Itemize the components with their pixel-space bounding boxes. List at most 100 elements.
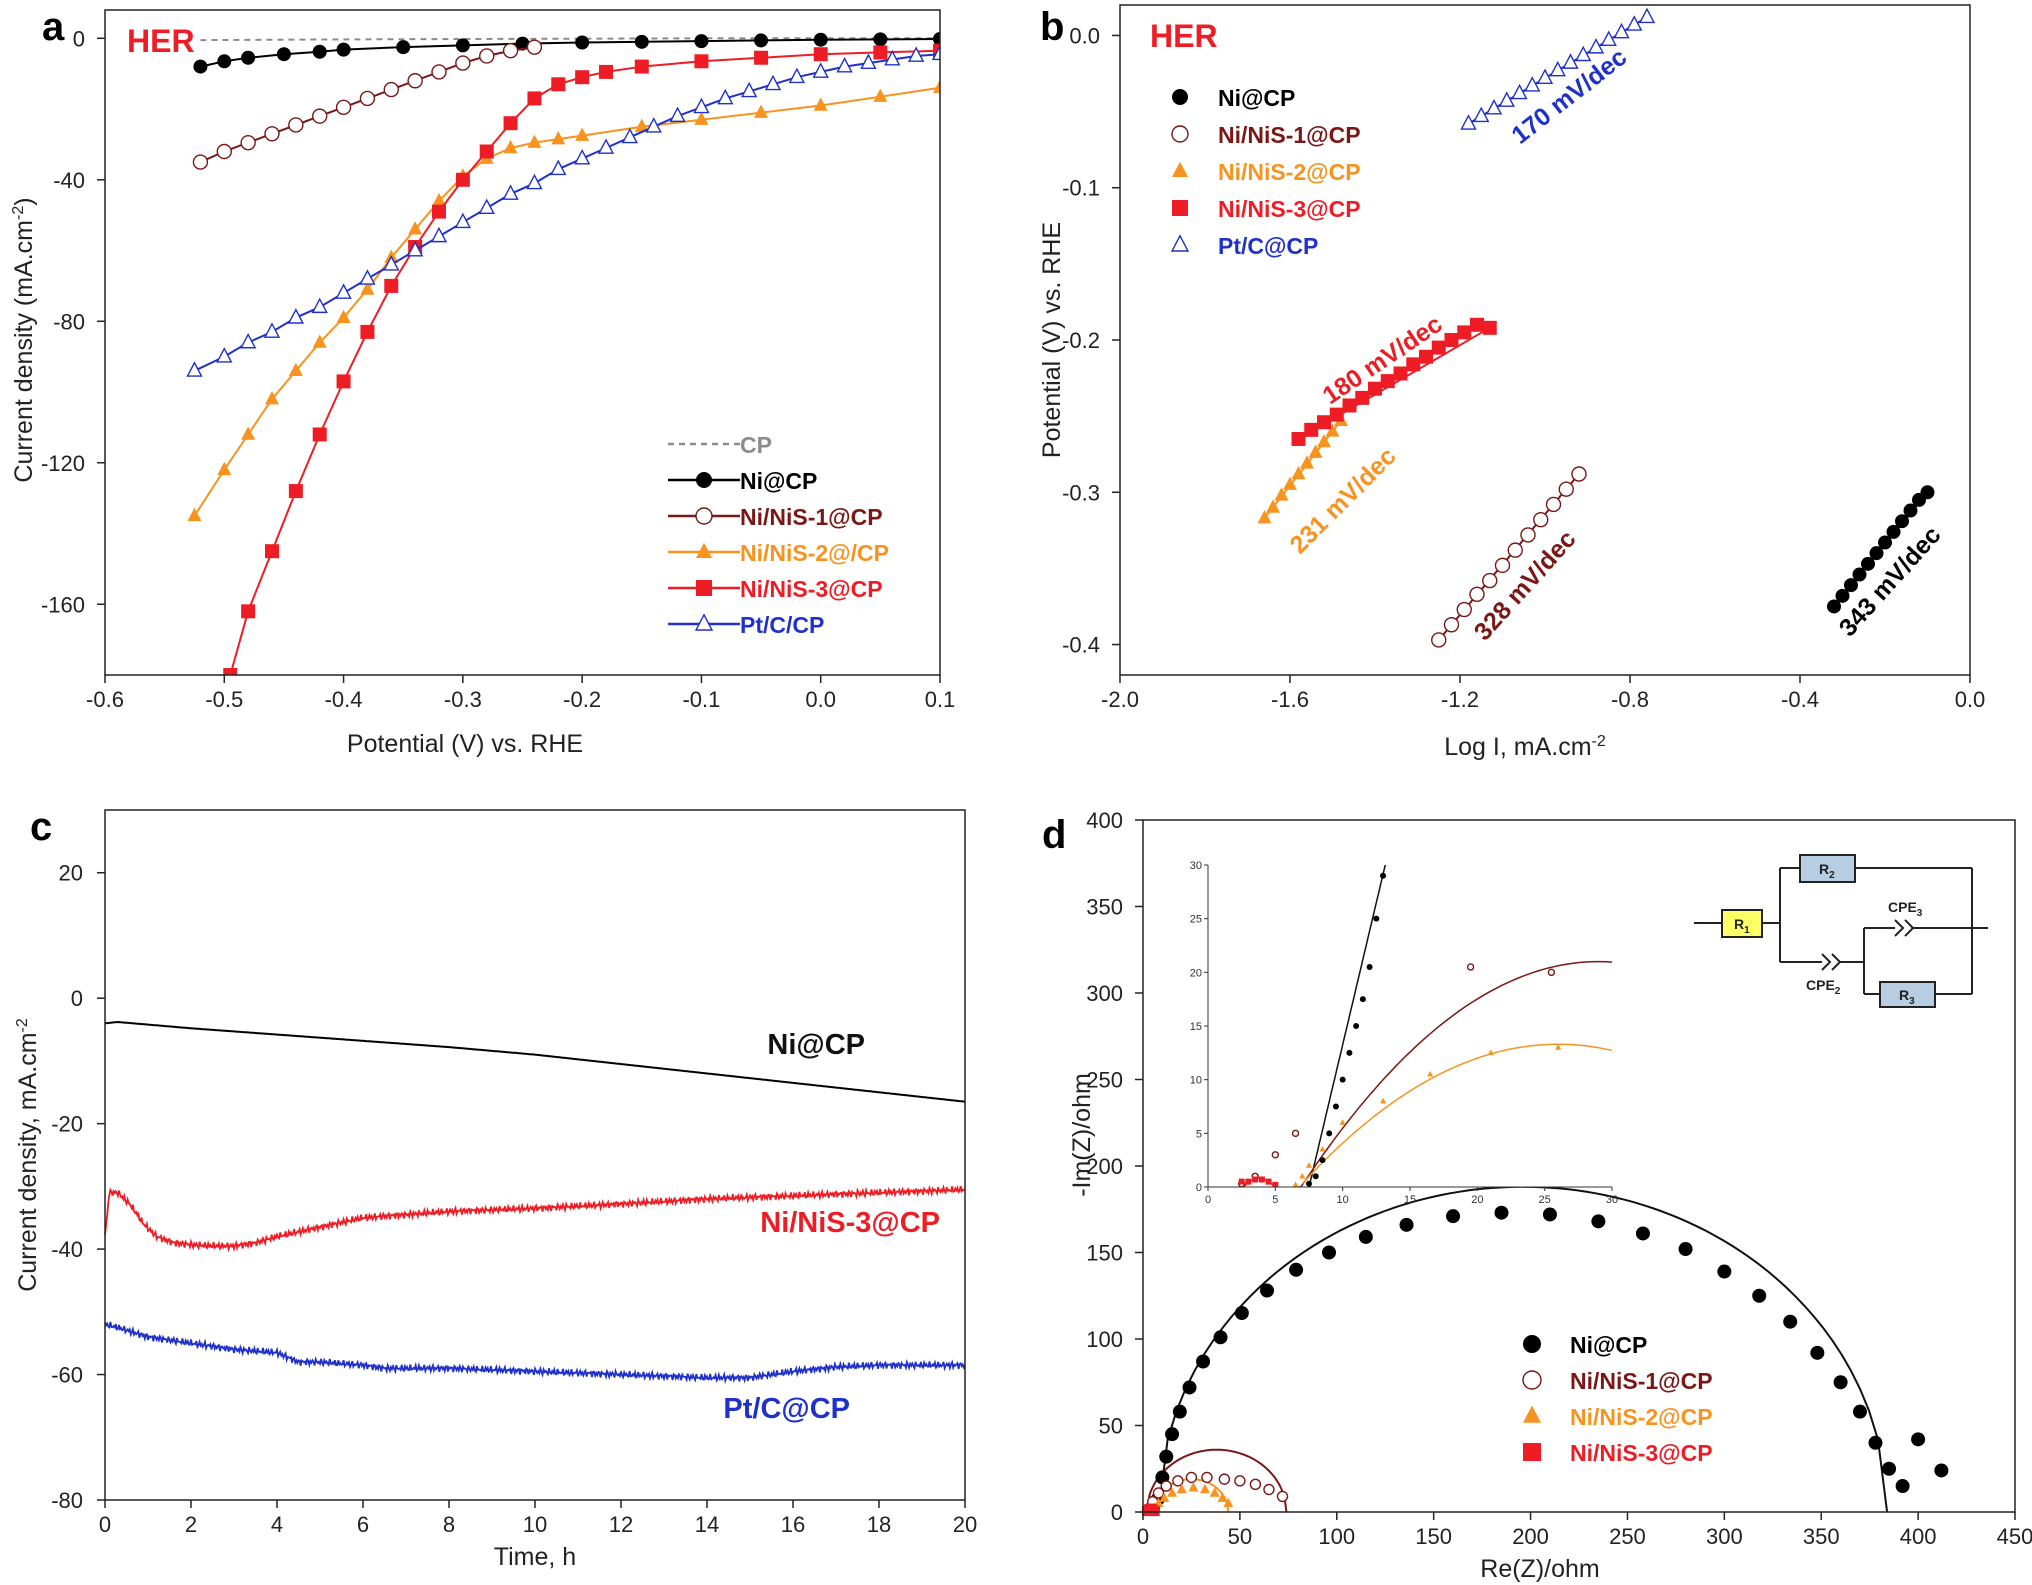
panel-b-point-ni-nis-1-cp-1 bbox=[1443, 617, 1460, 633]
panel-b-point-ni-nis-3-cp-6 bbox=[1368, 381, 1382, 396]
panel-b-point-ni-cp-6 bbox=[1878, 535, 1892, 550]
panel-a-plot-area bbox=[186, 32, 940, 675]
panel-d-point-ni-cp-11 bbox=[1322, 1245, 1337, 1260]
panel-a-point-pt-c-cp-4 bbox=[287, 308, 305, 324]
panel-a-point-ni-nis-1-cp-12 bbox=[479, 48, 495, 64]
panel-b-point-pt-c-cp-13 bbox=[1626, 15, 1643, 31]
panel-d-inset-point-ni-nis-1-cp-4 bbox=[1466, 963, 1475, 971]
panel-a-point-ni-nis-2-cp-6 bbox=[336, 309, 351, 323]
panel-d-x-ticks: 0 50 100 150 200 250 300 350 400 450 bbox=[1137, 1512, 2032, 1549]
circuit-label-r2: R2 bbox=[1819, 861, 1835, 881]
panel-d-inset-point-ni-cp-8 bbox=[1359, 996, 1366, 1003]
panel-a-x-tick-label-0: -0.6 bbox=[86, 687, 124, 712]
panel-a-x-tick-label-4: -0.2 bbox=[563, 687, 601, 712]
panel-c-x-tick-label-3: 6 bbox=[357, 1512, 369, 1537]
panel-c-label-ni-nis-3-cp: Ni/NiS-3@CP bbox=[760, 1207, 940, 1239]
panel-d-inset-plot-area bbox=[1237, 865, 1612, 1187]
panel-d-y-tick-label-1: 50 bbox=[1099, 1414, 1123, 1439]
panel-a-point-ni-nis-1-cp-14 bbox=[526, 39, 543, 55]
panel-a-point-ni-nis-1-cp-6 bbox=[335, 99, 352, 115]
panel-d-y-tick-label-7: 350 bbox=[1086, 895, 1123, 920]
panel-b-legend-marker-ni-nis-1-cp bbox=[1171, 125, 1189, 143]
panel-a-point-pt-c-cp-6 bbox=[335, 283, 352, 299]
panel-c-label-ni-cp: Ni@CP bbox=[767, 1029, 865, 1061]
panel-c-x-axis-title: Time, h bbox=[494, 1543, 576, 1571]
panel-d-inset-point-ni-nis-2-cp-7 bbox=[1487, 1049, 1494, 1056]
panel-d-point-ni-cp-22 bbox=[1783, 1314, 1798, 1329]
panel-a-her-tag: HER bbox=[127, 23, 195, 59]
panel-b-point-ni-nis-3-cp-13 bbox=[1457, 325, 1472, 340]
panel-a-point-ni-nis-2-cp-17 bbox=[634, 118, 649, 132]
circuit-cpe3-chevron-2 bbox=[1904, 919, 1915, 937]
panel-a-point-pt-c-cp-15 bbox=[550, 159, 567, 176]
panel-a-point-ni-nis-1-cp-0 bbox=[192, 154, 209, 170]
panel-c-series-labels: Ni@CP Ni/NiS-3@CP Pt/C@CP bbox=[723, 1029, 940, 1425]
panel-a-point-ni-nis-2-cp-4 bbox=[288, 362, 303, 377]
panel-b-point-ni-nis-3-cp-11 bbox=[1431, 340, 1446, 355]
panel-a-point-ni-cp-10 bbox=[634, 34, 649, 49]
panel-d-point-ni-nis-2-cp-6 bbox=[1200, 1483, 1211, 1494]
panel-b-legend-label-ni-nis-2-cp: Ni/NiS-2@CP bbox=[1218, 159, 1361, 185]
panel-a-point-ni-nis-2-cp-2 bbox=[241, 426, 256, 440]
panel-d-inset-y-tick-label-6: 30 bbox=[1190, 860, 1202, 872]
circuit-label-cpe3: CPE3 bbox=[1888, 899, 1923, 919]
panel-d-point-ni-nis-1-cp-7 bbox=[1218, 1473, 1231, 1485]
panel-a-point-ni-cp-13 bbox=[813, 32, 828, 47]
panel-b-legend-marker-ni-cp bbox=[1172, 89, 1188, 105]
panel-d-point-ni-cp-27 bbox=[1882, 1461, 1897, 1476]
panel-a-point-ni-cp-12 bbox=[754, 33, 769, 48]
panel-b-x-tick-label-3: -0.8 bbox=[1611, 687, 1649, 712]
panel-d-point-ni-cp-6 bbox=[1196, 1354, 1211, 1369]
panel-a-point-ni-cp-14 bbox=[873, 32, 888, 47]
panel-a-legend-marker-ni-nis-3-cp bbox=[696, 580, 712, 596]
panel-a-point-ni-nis-2-cp-10 bbox=[432, 192, 446, 207]
panel-a-point-ni-nis-2-cp-15 bbox=[551, 131, 566, 145]
panel-a-y-axis-title-sup: -2 bbox=[10, 206, 27, 220]
panel-d-inset-point-ni-nis-3-cp-0 bbox=[1238, 1178, 1245, 1185]
panel-d-inset-point-ni-nis-3-cp-4 bbox=[1265, 1178, 1272, 1185]
panel-c-y-axis-title-sup: -2 bbox=[14, 1018, 31, 1032]
panel-d-inset-point-ni-nis-2-cp-5 bbox=[1380, 1097, 1387, 1104]
panel-a-point-pt-c-cp-9 bbox=[406, 240, 424, 257]
panel-letter-b: b bbox=[1040, 5, 1064, 49]
panel-c: c 0 2 4 6 8 10 12 14 16 18 20 20 0 -20 -40 -60 -80 Time… bbox=[14, 805, 977, 1571]
panel-b-point-ni-nis-1-cp-3 bbox=[1469, 586, 1485, 602]
panel-d-point-ni-cp-17 bbox=[1591, 1214, 1606, 1229]
panel-a-point-ni-nis-2-cp-16 bbox=[575, 127, 590, 141]
circuit-label-cpe2-sub: 2 bbox=[1835, 986, 1841, 997]
panel-a-point-ni-cp-2 bbox=[241, 50, 256, 65]
panel-d-y-tick-label-0: 0 bbox=[1111, 1500, 1123, 1525]
panel-a-point-ni-nis-2-cp-19 bbox=[754, 104, 769, 118]
circuit-cpe3-chevron-1 bbox=[1894, 919, 1905, 937]
panel-a-point-ni-nis-1-cp-1 bbox=[216, 143, 232, 160]
panel-b-point-ni-nis-2-cp-2 bbox=[1274, 487, 1289, 501]
panel-a-point-pt-c-cp-25 bbox=[788, 67, 806, 84]
panel-d-point-ni-nis-2-cp-5 bbox=[1188, 1482, 1199, 1492]
panel-b-point-ni-nis-3-cp-9 bbox=[1406, 357, 1421, 372]
panel-d-plot-area bbox=[1141, 1185, 1949, 1517]
panel-a-point-ni-cp-4 bbox=[312, 44, 327, 59]
panel-b-point-pt-c-cp-5 bbox=[1524, 76, 1541, 92]
panel-d-point-ni-nis-3-cp-4 bbox=[1149, 1506, 1160, 1517]
panel-d-point-ni-nis-1-cp-11 bbox=[1276, 1490, 1289, 1503]
panel-d-point-ni-cp-13 bbox=[1399, 1217, 1414, 1232]
panel-b-x-axis-title-sup: -2 bbox=[1592, 733, 1606, 750]
panel-d-inset-x-tick-label-6: 30 bbox=[1606, 1194, 1618, 1206]
panel-a-line-pt-c-cp bbox=[194, 53, 940, 372]
panel-d-point-ni-cp-8 bbox=[1234, 1306, 1249, 1321]
panel-a-point-ni-cp-7 bbox=[455, 38, 470, 53]
panel-c-x-tick-label-0: 0 bbox=[99, 1512, 111, 1537]
panel-a-legend-marker-ni-nis-2-cp bbox=[696, 542, 712, 558]
panel-a-point-ni-nis-3-cp-2 bbox=[265, 544, 279, 559]
panel-a-point-ni-nis-3-cp-4 bbox=[312, 427, 327, 442]
panel-d-inset-point-ni-nis-3-cp-3 bbox=[1258, 1176, 1265, 1183]
panel-d-point-ni-cp-14 bbox=[1446, 1209, 1461, 1224]
panel-d-inset-y-tick-label-3: 15 bbox=[1190, 1021, 1202, 1033]
panel-a-point-pt-c-cp-21 bbox=[693, 97, 710, 114]
panel-a-point-ni-nis-3-cp-11 bbox=[479, 144, 494, 159]
panel-b-legend-label-pt-c-cp: Pt/C@CP bbox=[1218, 233, 1318, 259]
panel-d-inset-point-ni-cp-9 bbox=[1366, 963, 1373, 970]
panel-a-frame bbox=[104, 9, 941, 676]
panel-d-point-ni-cp-9 bbox=[1260, 1283, 1275, 1298]
